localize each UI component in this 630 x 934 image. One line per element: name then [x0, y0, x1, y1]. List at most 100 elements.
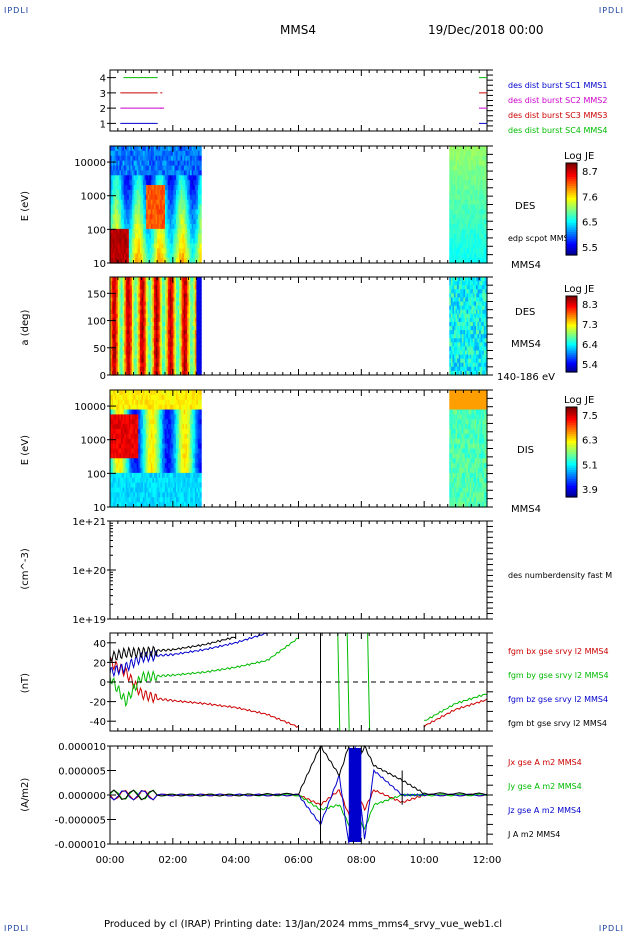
spectrogram-cell — [142, 199, 146, 206]
spectrogram-cell — [116, 463, 119, 469]
spectrogram-cell — [114, 214, 117, 220]
spectrogram-cell — [135, 194, 138, 201]
spectrogram-cell — [479, 243, 482, 249]
spectrogram-cell — [139, 443, 143, 450]
spectrogram-cell — [136, 453, 139, 459]
spectrogram-cell — [127, 354, 130, 360]
spectrogram-cell — [146, 438, 149, 445]
spectrogram-cell — [122, 170, 125, 176]
spectrogram-cell — [468, 194, 471, 201]
spectrogram-cell — [476, 354, 479, 360]
y-tick-label: 2 — [100, 104, 106, 115]
spectrogram-cell — [476, 155, 479, 162]
spectrogram-cell — [131, 243, 135, 249]
spectrogram-cell — [482, 185, 485, 191]
spectrogram-cell — [138, 150, 141, 157]
spectrogram-cell — [144, 330, 147, 335]
spectrogram-cell — [158, 180, 161, 186]
spectrogram-cell — [128, 199, 132, 206]
spectrogram-cell — [158, 354, 161, 360]
spectrogram-cell — [110, 313, 113, 319]
spectrogram-cell — [114, 326, 117, 331]
spectrogram-cell — [185, 277, 188, 282]
spectrogram-cell — [196, 199, 199, 206]
spectrogram-cell — [127, 309, 130, 315]
spectrogram-cell — [152, 293, 155, 299]
spectrogram-cell — [169, 243, 172, 249]
spectrogram-cell — [146, 366, 149, 372]
spectrogram-cell — [124, 228, 127, 235]
spectrogram-cell — [131, 358, 135, 364]
spectrogram-cell — [174, 204, 177, 210]
spectrogram-cell — [465, 194, 468, 201]
spectrogram-cell — [468, 289, 471, 294]
spectrogram-cell — [127, 502, 130, 508]
spectrogram-cell — [182, 233, 185, 240]
spectrogram-cell — [157, 160, 160, 167]
spectrogram-cell — [188, 214, 191, 220]
spectrogram-cell — [116, 180, 119, 186]
spectrogram-cell — [480, 233, 483, 240]
spectrogram-cell — [169, 293, 172, 299]
spectrogram-cell — [163, 346, 166, 352]
spectrogram-cell — [164, 358, 168, 364]
spectrogram-cell — [472, 358, 476, 364]
spectrogram-cell — [142, 502, 146, 508]
spectrogram-cell — [144, 394, 147, 401]
spectrogram-cell — [160, 214, 163, 220]
spectrogram-cell — [194, 204, 197, 210]
spectrogram-cell — [179, 297, 182, 303]
spectrogram-cell — [114, 180, 117, 186]
spectrogram-cell — [135, 175, 138, 181]
spectrogram-cell — [146, 146, 149, 152]
date-title: 19/Dec/2018 00:00 — [428, 23, 544, 37]
spectrogram-cell — [479, 301, 482, 307]
spectrogram-cell — [452, 175, 455, 181]
spectrogram-cell — [157, 354, 160, 360]
spectrogram-cell — [155, 214, 158, 220]
spectrogram-cell — [116, 219, 119, 225]
spectrogram-cell — [158, 330, 161, 335]
spectrogram-cell — [482, 285, 485, 290]
spectrogram-cell — [472, 354, 476, 360]
spectrogram-cell — [130, 338, 133, 343]
spectrogram-cell — [116, 453, 119, 459]
spectrogram-cell — [127, 313, 130, 319]
spectrogram-cell — [457, 350, 460, 356]
spectrogram-cell — [449, 289, 452, 294]
spectrogram-cell — [161, 204, 165, 210]
spectrogram-cell — [122, 317, 125, 323]
spectrogram-cell — [111, 233, 114, 240]
spectrogram-cell — [113, 285, 116, 290]
spectrogram-cell — [130, 150, 133, 157]
spectrogram-cell — [124, 453, 127, 459]
spectrogram-cell — [458, 334, 461, 339]
spectrogram-cell — [469, 354, 472, 360]
spectrogram-cell — [113, 281, 116, 286]
spectrogram-cell — [114, 477, 117, 484]
spectrogram-cell — [141, 150, 144, 157]
spectrogram-cell — [144, 293, 147, 299]
spectrogram-cell — [136, 194, 139, 201]
spectrogram-cell — [452, 362, 455, 368]
spectrogram-cell — [141, 334, 144, 339]
spectrogram-cell — [454, 219, 457, 225]
spectrogram-cell — [153, 309, 157, 315]
spectrogram-cell — [131, 334, 135, 339]
spectrogram-cell — [122, 214, 125, 220]
spectrogram-cell — [152, 219, 155, 225]
spectrogram-cell — [452, 199, 455, 206]
spectrogram-cell — [183, 194, 186, 201]
spectrogram-cell — [131, 433, 135, 440]
spectrogram-cell — [455, 321, 458, 327]
spectrogram-cell — [190, 305, 193, 311]
spectrogram-cell — [196, 285, 199, 290]
spectrogram-cell — [479, 289, 482, 294]
spectrogram-cell — [164, 281, 168, 286]
spectrogram-cell — [166, 321, 169, 327]
spectrogram-cell — [164, 305, 168, 311]
spectrogram-cell — [196, 321, 199, 327]
spectrogram-cell — [191, 150, 194, 157]
spectrogram-cell — [117, 463, 121, 469]
spectrogram-cell — [133, 338, 136, 343]
